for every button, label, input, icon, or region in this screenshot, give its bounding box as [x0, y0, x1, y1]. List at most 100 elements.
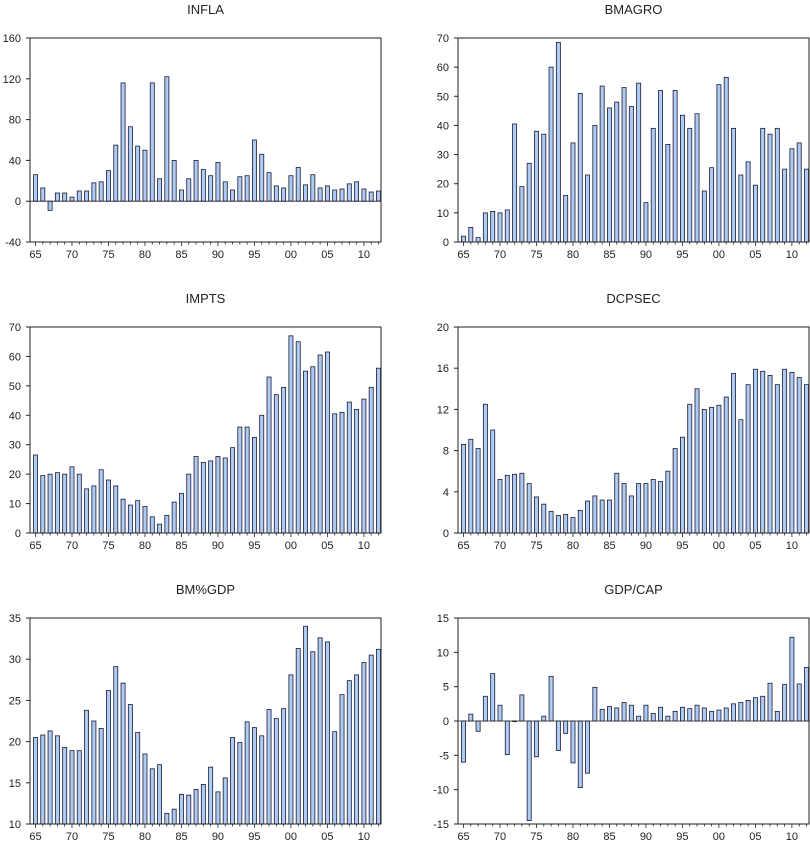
bar-1966: [468, 713, 474, 722]
bar-2012: [376, 190, 381, 202]
bar-1996: [259, 735, 265, 825]
bar-2007: [767, 682, 773, 722]
x-tick-label: 80: [567, 540, 579, 552]
bar-2003: [310, 174, 316, 202]
bar-2002: [731, 372, 736, 534]
bar-1999: [709, 406, 715, 534]
bar-1999: [709, 167, 715, 243]
x-tick-label: 10: [358, 540, 370, 552]
bar-1996: [687, 708, 693, 722]
bar-1971: [76, 473, 82, 534]
bar-1968: [482, 695, 488, 722]
x-tick-label: 10: [358, 249, 370, 261]
bar-1974: [98, 469, 104, 534]
bar-2010: [789, 148, 795, 243]
bar-1968: [482, 403, 488, 534]
bar-2000: [716, 84, 722, 243]
chart-title: DCPSEC: [606, 291, 660, 306]
x-tick-label: 95: [248, 249, 260, 261]
bar-2001: [723, 396, 729, 534]
bar-2010: [789, 371, 795, 534]
bar-1999: [281, 708, 287, 825]
x-tick-label: 10: [786, 249, 798, 261]
bar-1997: [694, 113, 700, 243]
bar-1993: [665, 715, 671, 722]
x-tick-label: 85: [175, 249, 187, 261]
bar-1972: [84, 709, 90, 825]
bar-1984: [599, 85, 605, 243]
bar-1981: [577, 92, 583, 243]
bar-1971: [504, 720, 510, 756]
x-tick-label: 05: [321, 540, 333, 552]
y-tick-label: 30: [437, 150, 449, 162]
bar-1995: [679, 436, 685, 534]
bar-1981: [577, 509, 583, 534]
bar-1967: [475, 448, 481, 534]
bar-2000: [288, 175, 294, 202]
bar-1973: [519, 472, 525, 534]
bar-2006: [760, 370, 766, 534]
bar-1976: [113, 666, 119, 825]
bar-1965: [461, 235, 466, 243]
bar-1985: [179, 793, 184, 825]
bar-2003: [738, 174, 744, 243]
bar-1991: [222, 181, 228, 202]
y-tick-label: 0: [443, 237, 449, 249]
chart-title: INFLA: [187, 2, 224, 17]
bar-2005: [324, 641, 330, 825]
bar-1973: [91, 485, 97, 534]
bar-2007: [767, 133, 773, 243]
bar-1979: [135, 732, 141, 825]
y-tick-label: 4: [443, 487, 449, 499]
bar-1994: [672, 90, 678, 243]
bar-2006: [332, 731, 338, 825]
y-tick-label: 80: [9, 115, 21, 127]
bar-2002: [731, 127, 736, 243]
bar-2009: [354, 408, 360, 534]
bar-1973: [91, 182, 97, 202]
bar-2000: [716, 404, 722, 534]
bar-1993: [665, 143, 671, 243]
bar-1969: [62, 473, 68, 534]
x-tick-label: 00: [713, 540, 725, 552]
bar-1991: [650, 713, 656, 722]
x-tick-label: 80: [567, 249, 579, 261]
bar-2002: [731, 703, 736, 722]
bar-2007: [339, 411, 345, 534]
bar-1975: [106, 170, 111, 202]
bar-1999: [709, 710, 715, 722]
bar-1999: [281, 386, 287, 534]
bar-1982: [585, 500, 591, 534]
bar-1975: [534, 496, 539, 534]
bar-2005: [324, 185, 330, 202]
y-tick-label: -5: [439, 750, 449, 762]
bar-2003: [738, 419, 744, 534]
chart-title: IMPTS: [186, 291, 226, 306]
bar-1981: [577, 720, 583, 789]
bar-2004: [745, 700, 751, 722]
bar-1975: [106, 690, 111, 825]
x-tick-label: 80: [139, 831, 151, 843]
y-tick-label: 30: [9, 654, 21, 666]
y-tick-label: 40: [437, 120, 449, 132]
bar-1995: [679, 114, 685, 243]
y-tick-label: 12: [437, 404, 449, 416]
bar-1989: [208, 460, 214, 534]
y-tick-label: 50: [9, 381, 21, 393]
bar-1996: [687, 127, 693, 243]
bar-2000: [288, 674, 294, 825]
x-tick-label: 75: [530, 540, 542, 552]
bar-1985: [179, 492, 184, 534]
bar-1965: [33, 454, 38, 534]
bar-1968: [482, 212, 488, 243]
bar-1991: [222, 777, 228, 825]
bar-1997: [694, 388, 700, 534]
bar-1990: [643, 202, 649, 243]
bar-1979: [135, 500, 141, 534]
bar-1983: [592, 495, 598, 534]
bar-1978: [127, 504, 133, 534]
bar-1971: [504, 474, 510, 534]
bar-1968: [54, 472, 60, 534]
bar-1978: [127, 704, 133, 825]
bar-1973: [91, 720, 97, 825]
